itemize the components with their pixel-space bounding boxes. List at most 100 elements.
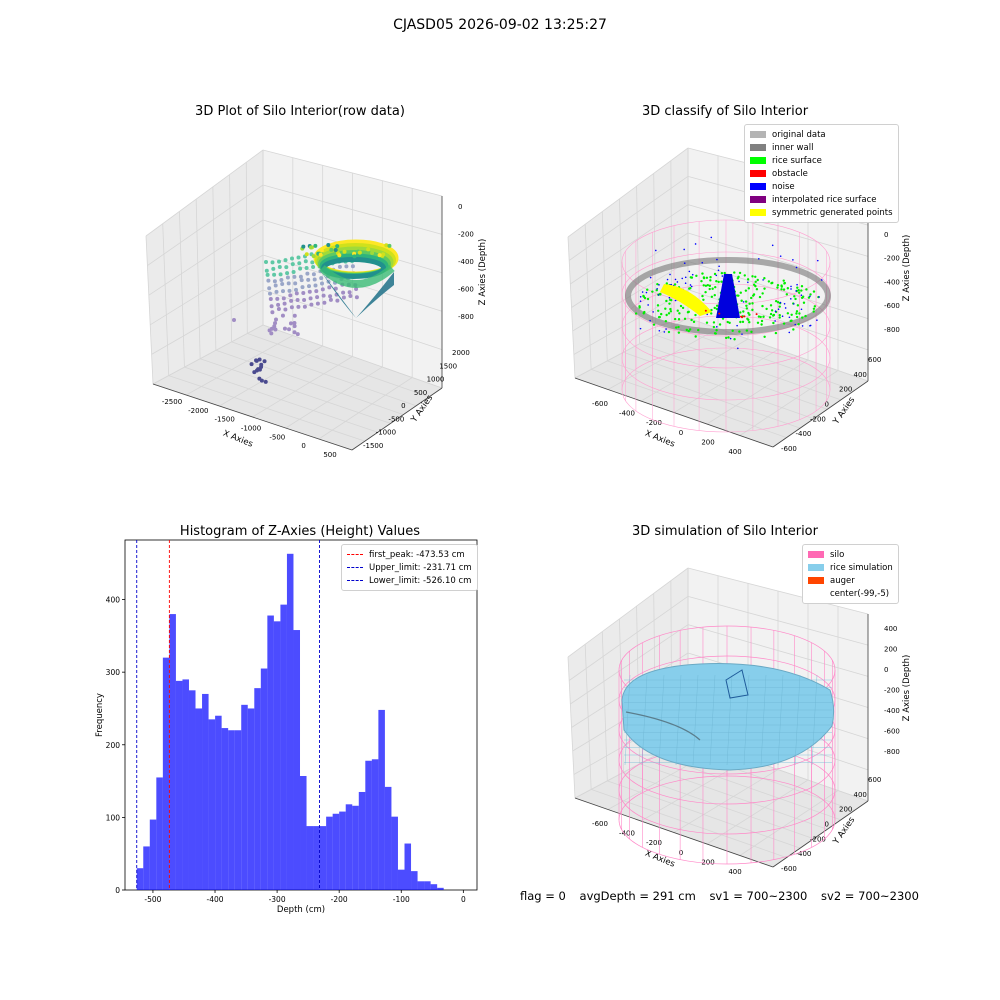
rice-surface-point [723,271,726,275]
rice-surface-point [660,312,663,316]
rice-surface-point [786,287,790,290]
noise-point [820,279,823,281]
classify-y-tick: -400 [796,430,812,438]
noise-point [774,320,776,322]
rice-surface-point [713,306,716,310]
legend-label: interpolated rice surface [772,194,877,205]
classify-x-label: X Axies [643,429,676,450]
rice-surface-point [805,288,808,291]
rice-surface-point [754,275,757,278]
grid-line [640,338,749,402]
grid-line [219,345,323,407]
grid-line [229,174,232,342]
y-tick-label: 300 [106,668,121,677]
x-tick-label: -100 [393,895,410,904]
raw-point [341,295,346,300]
legend-swatch [750,196,766,203]
raw-z-tick: -600 [458,286,474,294]
grid-line [573,289,689,355]
rice-surface-point [689,276,693,279]
rice-surface-point [688,328,692,331]
histogram-bar [280,604,287,890]
histogram-bar [424,881,431,890]
classify-legend-item: inner wall [750,141,893,154]
raw-point [262,359,267,364]
noise-point [684,276,687,279]
raw-y-tick: -1000 [376,429,396,437]
grid-line [607,328,719,390]
noise-point [781,315,784,318]
raw-x-tick: -1000 [241,425,261,433]
legend-swatch [808,590,824,597]
raw-y-tick: 1000 [427,376,445,384]
noise-point [658,284,660,286]
rice-surface-point [712,325,716,329]
noise-point [718,265,720,268]
grid-line [231,341,417,407]
raw-z-tick: -400 [458,258,474,266]
raw-axes: -2500-2000-1500-1000-5000500-1500-1000-5… [145,149,488,459]
rice-surface-point [715,307,719,311]
noise-point [801,325,804,327]
noise-point [654,249,657,252]
raw-point [297,261,302,266]
rice-surface-point [800,289,803,292]
raw-point [337,264,342,269]
noise-point [663,331,666,333]
simulation-z-tick: 400 [884,625,897,633]
simulation-x-label: X Axies [643,849,676,870]
raw-point [307,289,312,294]
raw-point [337,253,342,258]
noise-point [715,325,718,328]
raw-point [285,275,290,280]
rice-surface-point [678,312,681,315]
noise-point [710,236,713,239]
raw-point [304,252,309,257]
flag-text: flag = 0 [520,889,566,903]
raw-y-tick: 2000 [452,349,470,357]
noise-point [689,284,692,286]
histogram-bar [404,843,412,890]
grid-line [262,184,443,235]
simulation-z-tick: 0 [884,666,888,674]
raw-point [377,253,382,258]
rice-surface-point [745,307,749,310]
raw-point [290,262,295,267]
raw-point [295,332,300,337]
noise-point [795,266,798,269]
rice-surface-point [793,295,796,298]
legend-swatch [750,144,766,151]
rice-surface-point [754,280,757,284]
rice-surface-point [681,306,685,310]
grid-line [568,596,689,681]
rice-surface-point [774,331,778,335]
histogram-bar [339,811,346,890]
noise-point [666,278,669,281]
raw-point [280,313,285,318]
raw-point [335,244,340,249]
rice-surface-point [782,279,785,282]
histogram-bar [195,708,203,890]
rice-surface-point [677,318,681,321]
raw-point [284,265,289,270]
x-axis-line [574,797,774,868]
rice-surface-point [642,312,645,315]
grid-line [262,149,443,197]
raw-point [319,248,324,253]
rice-surface-point [782,322,786,325]
noise-point [747,281,749,284]
raw-point [292,274,297,279]
noise-point [816,319,818,321]
grid-line [184,366,378,433]
histogram-bar [345,804,353,890]
rice-surface-point [685,328,688,332]
legend-label: first_peak: -473.53 cm [369,549,465,560]
rice-mesh-line [743,674,750,766]
rice-surface-point [710,295,714,298]
grid-line [706,359,809,425]
rice-surface-point [763,287,766,290]
rice-surface-point [642,295,646,298]
noise-point [639,295,642,298]
rice-surface-point [673,317,677,321]
classify-y-tick: 0 [825,401,829,409]
